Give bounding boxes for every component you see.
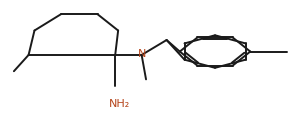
Text: NH₂: NH₂ bbox=[109, 99, 130, 109]
Text: N: N bbox=[137, 49, 146, 59]
